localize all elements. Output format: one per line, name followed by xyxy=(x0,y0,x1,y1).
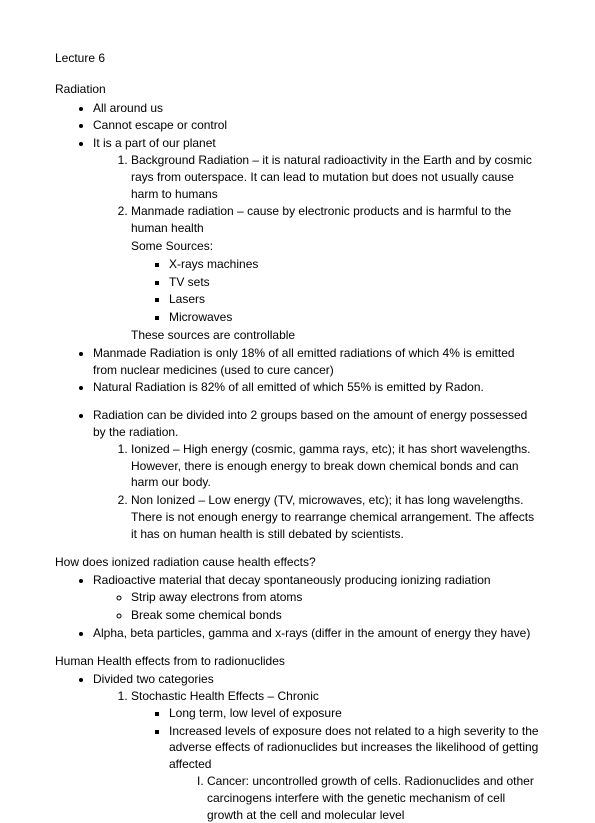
list-item: Cancer: uncontrolled growth of cells. Ra… xyxy=(207,773,540,823)
list-item-text: Radioactive material that decay spontane… xyxy=(93,573,491,587)
list-item: Cannot escape or control xyxy=(93,117,540,134)
list-item: Microwaves xyxy=(169,309,540,326)
lecture-title: Lecture 6 xyxy=(55,50,540,67)
categories-list: Stochastic Health Effects – Chronic Long… xyxy=(93,688,540,823)
list-item: Strip away electrons from atoms xyxy=(131,589,540,606)
list-item: Radiation can be divided into 2 groups b… xyxy=(93,407,540,542)
list-item: Stochastic Health Effects – Chronic Long… xyxy=(131,688,540,823)
human-health-list: Divided two categories Stochastic Health… xyxy=(55,671,540,823)
page: Lecture 6 Radiation All around us Cannot… xyxy=(0,0,595,770)
list-item-text: Divided two categories xyxy=(93,672,214,686)
list-item: It is a part of our planet Background Ra… xyxy=(93,135,540,344)
list-item: Manmade Radiation is only 18% of all emi… xyxy=(93,345,540,379)
list-item: Divided two categories Stochastic Health… xyxy=(93,671,540,823)
section-health-effects-heading: How does ionized radiation cause health … xyxy=(55,554,540,571)
radiation-groups-list: Radiation can be divided into 2 groups b… xyxy=(55,407,540,542)
list-item: Background Radiation – it is natural rad… xyxy=(131,152,540,202)
list-item-text: Radiation can be divided into 2 groups b… xyxy=(93,408,527,439)
section-human-health-heading: Human Health effects from to radionuclid… xyxy=(55,653,540,670)
list-item: Ionized – High energy (cosmic, gamma ray… xyxy=(131,441,540,491)
health-effects-list: Radioactive material that decay spontane… xyxy=(55,572,540,641)
list-item: Lasers xyxy=(169,291,540,308)
radiation-list: All around us Cannot escape or control I… xyxy=(55,100,540,397)
list-item: Natural Radiation is 82% of all emitted … xyxy=(93,379,540,396)
list-item: Manmade radiation – cause by electronic … xyxy=(131,203,540,343)
list-item: Break some chemical bonds xyxy=(131,607,540,624)
cancer-sublist: Cancer: uncontrolled growth of cells. Ra… xyxy=(169,773,540,823)
list-item: Radioactive material that decay spontane… xyxy=(93,572,540,623)
list-item: Increased levels of exposure does not re… xyxy=(169,723,540,823)
list-item: Alpha, beta particles, gamma and x-rays … xyxy=(93,625,540,642)
stochastic-sublist: Long term, low level of exposure Increas… xyxy=(131,705,540,823)
controllable-note: These sources are controllable xyxy=(131,327,540,344)
list-item-text: Manmade radiation – cause by electronic … xyxy=(131,204,511,235)
section-radiation-heading: Radiation xyxy=(55,81,540,98)
list-item: TV sets xyxy=(169,274,540,291)
sources-list: X-rays machines TV sets Lasers Microwave… xyxy=(131,256,540,326)
list-item: Non Ionized – Low energy (TV, microwaves… xyxy=(131,492,540,542)
some-sources-label: Some Sources: xyxy=(131,238,540,255)
list-item: Long term, low level of exposure xyxy=(169,705,540,722)
planet-sublist: Background Radiation – it is natural rad… xyxy=(93,152,540,344)
list-item-text: Increased levels of exposure does not re… xyxy=(169,724,539,772)
list-item-text: It is a part of our planet xyxy=(93,136,216,150)
list-item: All around us xyxy=(93,100,540,117)
list-item-text: Stochastic Health Effects – Chronic xyxy=(131,689,319,703)
list-item: X-rays machines xyxy=(169,256,540,273)
energy-groups-list: Ionized – High energy (cosmic, gamma ray… xyxy=(93,441,540,543)
decay-sublist: Strip away electrons from atoms Break so… xyxy=(93,589,540,624)
